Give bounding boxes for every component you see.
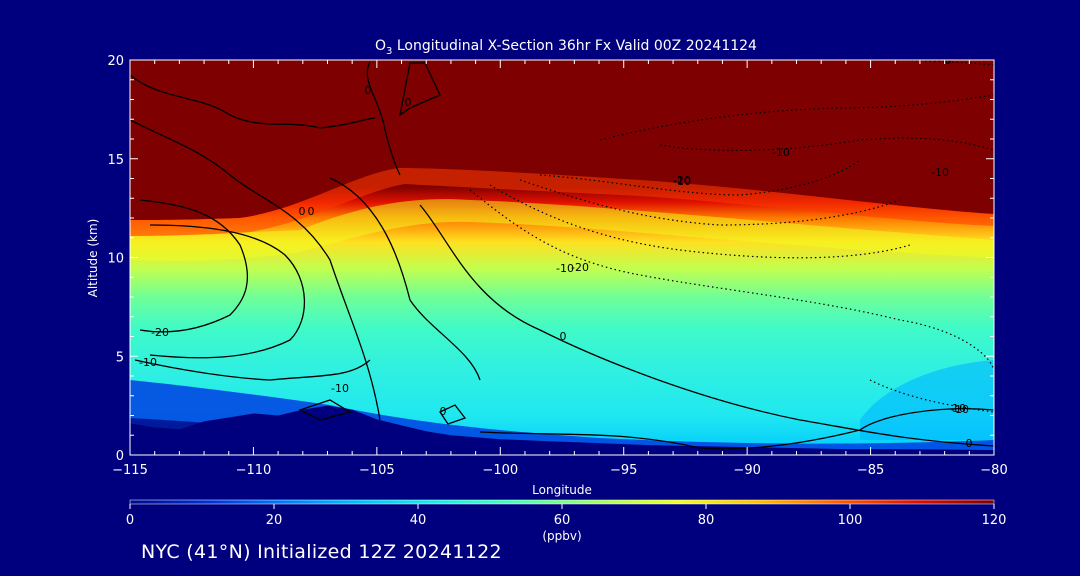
colorbar-unit-label: (ppbv): [542, 529, 581, 543]
contour-line: [469, 189, 994, 371]
contour-label: 0: [560, 330, 567, 343]
contour-label: -10: [139, 356, 157, 369]
x-axis: −115 −110 −105 −100 −95 −90 −85 −80: [112, 60, 1008, 478]
x-tick-label: −105: [359, 463, 395, 478]
contour-label: -10: [931, 166, 949, 179]
colorbar-tick-label: 80: [698, 513, 715, 528]
contour-label: 0: [945, 54, 952, 67]
contour-line: [139, 199, 248, 333]
contour-label: -10: [556, 262, 574, 275]
contour-label: -10: [772, 146, 790, 159]
colorbar: [129, 499, 995, 505]
contour-line: [134, 359, 371, 381]
contour-line: [130, 74, 376, 129]
y-tick-label: 0: [116, 449, 124, 464]
contour-label: 0: [299, 205, 306, 218]
contour-line: [439, 404, 467, 425]
x-tick-label: −95: [610, 463, 637, 478]
low-ozone-pocket: [860, 360, 994, 440]
contour-line: [489, 184, 911, 259]
contour-label: -10: [948, 402, 966, 415]
colorbar-tick-label: 100: [838, 513, 863, 528]
contour-line: [879, 60, 994, 66]
y-tick-label: 20: [107, 54, 124, 69]
colorbar-ticks: 0 20 40 60 80 100 120: [126, 504, 1007, 528]
y-tick-label: 10: [107, 252, 124, 267]
colorbar-tick-label: 20: [266, 513, 283, 528]
contour-line: [599, 94, 994, 141]
contour-label: -20: [571, 261, 589, 274]
contour-label: 0: [308, 205, 315, 218]
x-tick-label: −90: [733, 463, 760, 478]
colorbar-tick-label: 120: [982, 513, 1007, 528]
contour-label: 0: [966, 437, 973, 450]
x-axis-label: Longitude: [532, 483, 592, 497]
chart-title: O3 Longitudinal X-Section 36hr Fx Valid …: [375, 38, 757, 57]
x-tick-label: −115: [112, 463, 148, 478]
contour-label: -20: [151, 326, 169, 339]
ozone-change-contours: [130, 61, 994, 450]
y-axis: 0 5 10 15 20: [107, 54, 994, 464]
colorbar-tick-label: 40: [410, 513, 427, 528]
warm-transition-band: [130, 168, 994, 236]
contour-line: [329, 177, 481, 381]
footer-info: NYC (41°N) Initialized 12Z 20241122: [141, 541, 502, 563]
yellow-band: [130, 199, 994, 262]
x-tick-label: −80: [980, 463, 1007, 478]
contour-label: 0: [365, 84, 372, 97]
contour-label: -10: [951, 403, 969, 416]
y-tick-label: 15: [107, 153, 124, 168]
y-tick-label: 5: [116, 350, 124, 365]
contour-label: -20: [673, 174, 691, 187]
contour-label: -10: [673, 175, 691, 188]
x-tick-label: −110: [236, 463, 272, 478]
plot-area: 0000-20-10-10-20-10-100-10-20-100-1000-1…: [130, 54, 994, 455]
x-tick-label: −100: [482, 463, 518, 478]
x-tick-label: −85: [857, 463, 884, 478]
contour-line: [419, 204, 994, 447]
contour-line: [399, 62, 441, 117]
contour-line: [366, 61, 401, 176]
contour-line: [149, 224, 306, 359]
colorbar-tick-label: 60: [554, 513, 571, 528]
terrain-mask: [130, 405, 994, 455]
contour-line: [659, 137, 994, 152]
contour-label: -10: [331, 382, 349, 395]
y-axis-label: Altitude (km): [86, 219, 100, 298]
contour-line: [539, 159, 861, 196]
stratosphere-region: [130, 60, 994, 220]
contour-line: [298, 399, 352, 421]
contour-line: [479, 408, 994, 450]
contour-label: 0: [440, 405, 447, 418]
colorbar-tick-label: 0: [126, 513, 134, 528]
contour-labels: 0000-20-10-10-20-10-100-10-20-100-1000-1…: [139, 54, 973, 450]
contour-line: [130, 119, 381, 421]
contour-label: 0: [405, 96, 412, 109]
negative-ozone-contours: [469, 60, 994, 413]
